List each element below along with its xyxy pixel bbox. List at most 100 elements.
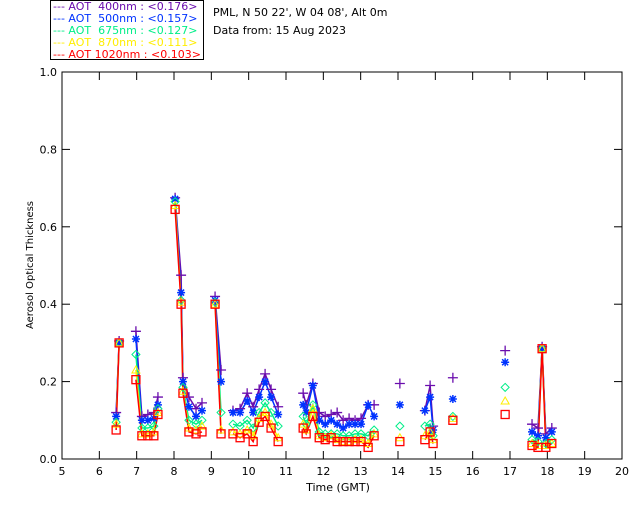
marker-1020nm [248, 436, 258, 447]
marker-675nm [448, 411, 458, 422]
marker-1020nm [170, 204, 180, 215]
legend-item-1020nm: --- AOT 1020nm : <0.103> [53, 49, 201, 61]
marker-500nm [115, 338, 124, 347]
marker-675nm [308, 400, 318, 410]
marker-400nm [356, 413, 367, 424]
marker-400nm [298, 388, 309, 399]
marker-870nm [344, 436, 354, 446]
marker-400nm [546, 423, 557, 434]
marker-870nm [111, 419, 121, 428]
marker-1020nm [500, 409, 510, 420]
series-line-1020nm [214, 304, 222, 434]
y-tick-label: 0.4 [40, 298, 58, 311]
x-tick-label: 19 [578, 465, 592, 478]
marker-500nm [528, 427, 537, 436]
marker-1020nm [131, 375, 141, 385]
series-line-500nm [232, 379, 279, 415]
marker-1020nm [197, 427, 207, 437]
marker-1020nm [260, 411, 270, 422]
marker-400nm [216, 364, 227, 375]
series-line-870nm [115, 342, 120, 425]
marker-500nm [420, 406, 429, 415]
marker-1020nm [153, 409, 163, 420]
marker-500nm [327, 416, 336, 425]
legend-label: AOT 400nm : <0.176> [68, 0, 198, 13]
series-line-500nm [135, 338, 159, 422]
marker-1020nm [266, 423, 276, 433]
marker-870nm [301, 424, 312, 434]
marker-870nm [254, 413, 264, 422]
series-line-400nm [135, 331, 159, 418]
marker-870nm [210, 299, 220, 308]
marker-870nm [148, 426, 159, 436]
marker-1020nm [448, 415, 458, 425]
series-line-400nm [115, 340, 120, 413]
marker-400nm [394, 378, 405, 389]
marker-400nm [540, 428, 551, 439]
marker-500nm [261, 377, 270, 386]
marker-400nm [301, 399, 312, 410]
series-line-500nm [302, 385, 375, 429]
marker-870nm [228, 426, 238, 436]
series-line-1020nm [115, 342, 120, 431]
marker-675nm [228, 419, 238, 429]
marker-400nm [344, 413, 355, 424]
marker-500nm [299, 400, 308, 409]
marker-1020nm [541, 442, 551, 453]
marker-500nm [171, 194, 180, 203]
marker-400nm [152, 392, 163, 403]
marker-1020nm [254, 417, 264, 427]
series-line-675nm [232, 401, 279, 430]
marker-400nm [533, 423, 543, 434]
series-line-500nm [424, 396, 434, 431]
marker-1020nm [369, 431, 379, 441]
marker-1020nm [301, 429, 311, 439]
x-tick-label: 13 [354, 465, 368, 478]
marker-1020nm [235, 433, 245, 443]
marker-1020nm [184, 427, 194, 437]
marker-675nm [235, 421, 245, 431]
marker-1020nm [420, 434, 430, 445]
marker-400nm [254, 384, 265, 395]
series-line-675nm [531, 348, 553, 445]
marker-675nm [500, 382, 510, 393]
marker-675nm [363, 431, 373, 441]
marker-400nm [114, 335, 125, 346]
marker-400nm [500, 345, 511, 356]
marker-675nm [537, 343, 547, 354]
marker-1020nm [533, 442, 543, 453]
marker-500nm [351, 420, 360, 429]
marker-870nm [425, 426, 435, 436]
marker-675nm [216, 407, 226, 418]
marker-400nm [177, 372, 188, 383]
legend-line: --- [53, 48, 69, 61]
marker-400nm [369, 399, 380, 410]
series-line-500nm [214, 300, 222, 382]
marker-870nm [350, 434, 360, 444]
marker-870nm [338, 436, 348, 446]
x-tick-label: 8 [171, 465, 178, 478]
series-line-870nm [214, 304, 222, 431]
marker-870nm [308, 403, 318, 413]
marker-870nm [537, 343, 547, 353]
marker-400nm [527, 419, 538, 430]
marker-1020nm [428, 438, 438, 449]
marker-500nm [333, 420, 342, 429]
marker-1020nm [191, 429, 201, 439]
date-info: Data from: 15 Aug 2023 [213, 24, 347, 37]
series-line-400nm [424, 385, 434, 427]
marker-400nm [130, 326, 141, 337]
marker-675nm [326, 429, 336, 439]
marker-675nm [533, 436, 543, 447]
legend-item-675nm: --- AOT 675nm : <0.127> [53, 25, 197, 37]
marker-500nm [364, 400, 373, 409]
marker-675nm [395, 421, 405, 431]
marker-500nm [192, 412, 201, 421]
x-tick-label: 18 [540, 465, 554, 478]
marker-400nm [183, 392, 194, 403]
marker-870nm [143, 428, 153, 438]
marker-500nm [370, 412, 379, 421]
series-line-500nm [531, 348, 553, 440]
marker-870nm [216, 424, 226, 434]
